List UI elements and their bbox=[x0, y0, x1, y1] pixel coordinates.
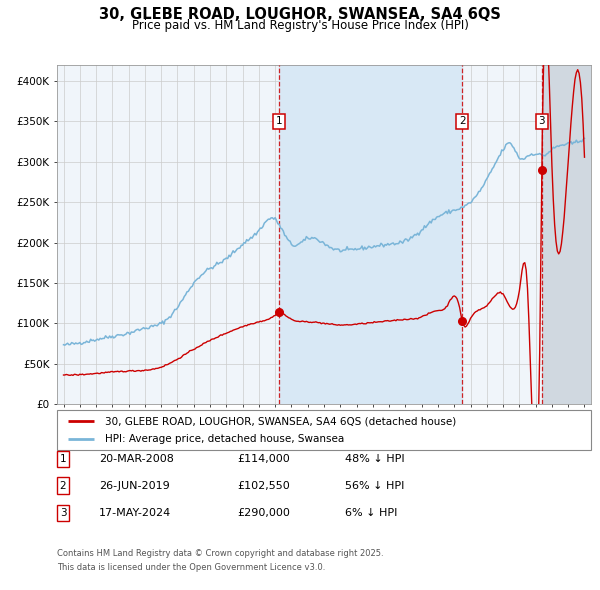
Text: 3: 3 bbox=[59, 509, 67, 518]
Text: 26-JUN-2019: 26-JUN-2019 bbox=[99, 481, 170, 490]
Text: 1: 1 bbox=[59, 454, 67, 464]
Text: 2: 2 bbox=[459, 116, 466, 126]
Text: 56% ↓ HPI: 56% ↓ HPI bbox=[345, 481, 404, 490]
Text: Contains HM Land Registry data © Crown copyright and database right 2025.: Contains HM Land Registry data © Crown c… bbox=[57, 549, 383, 558]
Text: 30, GLEBE ROAD, LOUGHOR, SWANSEA, SA4 6QS: 30, GLEBE ROAD, LOUGHOR, SWANSEA, SA4 6Q… bbox=[99, 7, 501, 22]
Text: 20-MAR-2008: 20-MAR-2008 bbox=[99, 454, 174, 464]
Text: 6% ↓ HPI: 6% ↓ HPI bbox=[345, 509, 397, 518]
Text: HPI: Average price, detached house, Swansea: HPI: Average price, detached house, Swan… bbox=[105, 434, 344, 444]
Text: Price paid vs. HM Land Registry's House Price Index (HPI): Price paid vs. HM Land Registry's House … bbox=[131, 19, 469, 32]
Text: 2: 2 bbox=[59, 481, 67, 490]
Bar bbox=[279, 65, 462, 404]
Text: £290,000: £290,000 bbox=[237, 509, 290, 518]
Text: 3: 3 bbox=[539, 116, 545, 126]
Text: £114,000: £114,000 bbox=[237, 454, 290, 464]
Text: 30, GLEBE ROAD, LOUGHOR, SWANSEA, SA4 6QS (detached house): 30, GLEBE ROAD, LOUGHOR, SWANSEA, SA4 6Q… bbox=[105, 417, 457, 427]
Text: This data is licensed under the Open Government Licence v3.0.: This data is licensed under the Open Gov… bbox=[57, 563, 325, 572]
Text: 17-MAY-2024: 17-MAY-2024 bbox=[99, 509, 171, 518]
Text: 48% ↓ HPI: 48% ↓ HPI bbox=[345, 454, 404, 464]
Bar bbox=[542, 65, 591, 404]
Text: 1: 1 bbox=[275, 116, 282, 126]
Text: £102,550: £102,550 bbox=[237, 481, 290, 490]
